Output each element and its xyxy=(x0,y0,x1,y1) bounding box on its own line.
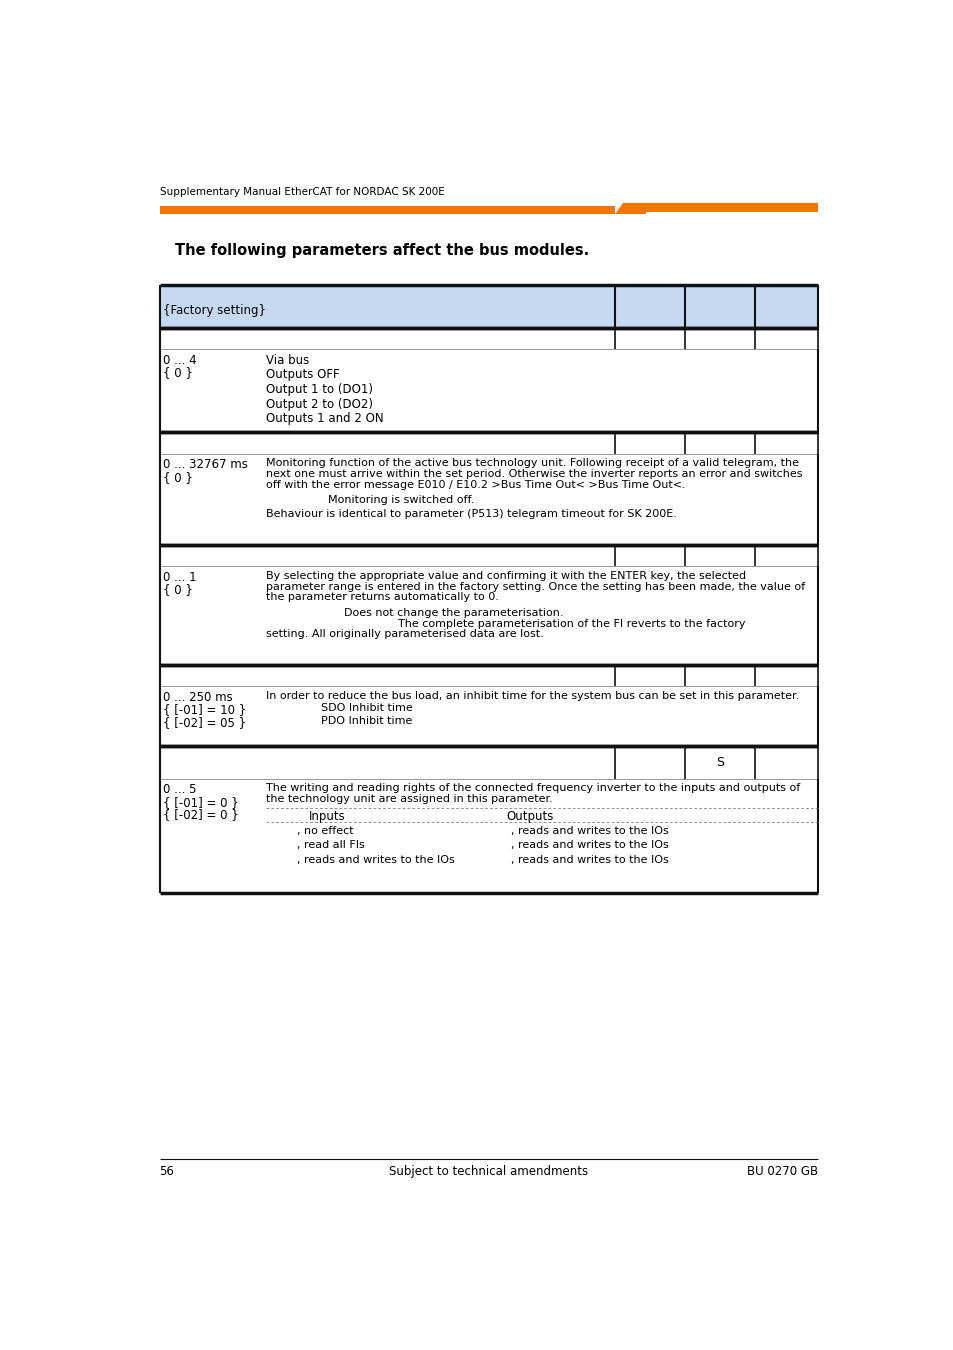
Text: , reads and writes to the IOs: , reads and writes to the IOs xyxy=(510,826,668,836)
Text: { 0 }: { 0 } xyxy=(162,583,193,597)
Text: { 0 }: { 0 } xyxy=(162,471,193,483)
Text: 0 ... 5: 0 ... 5 xyxy=(162,783,196,796)
Text: parameter range is entered in the factory setting. Once the setting has been mad: parameter range is entered in the factor… xyxy=(266,582,804,591)
Text: Behaviour is identical to parameter (P513) telegram timeout for SK 200E.: Behaviour is identical to parameter (P51… xyxy=(266,509,677,520)
Text: BU 0270 GB: BU 0270 GB xyxy=(746,1165,818,1179)
Text: In order to reduce the bus load, an inhibit time for the system bus can be set i: In order to reduce the bus load, an inhi… xyxy=(266,691,799,701)
Text: By selecting the appropriate value and confirming it with the ENTER key, the sel: By selecting the appropriate value and c… xyxy=(266,571,746,580)
Text: Monitoring is switched off.: Monitoring is switched off. xyxy=(328,495,475,505)
Text: 0 ... 4: 0 ... 4 xyxy=(162,354,196,367)
Text: setting. All originally parameterised data are lost.: setting. All originally parameterised da… xyxy=(266,629,543,640)
Text: Outputs 1 and 2 ON: Outputs 1 and 2 ON xyxy=(266,412,384,425)
Text: { 0 }: { 0 } xyxy=(162,366,193,379)
Bar xyxy=(159,207,615,215)
Text: Outputs OFF: Outputs OFF xyxy=(266,369,340,381)
Text: { [-02] = 0 }: { [-02] = 0 } xyxy=(162,809,238,821)
Text: off with the error message E010 / E10.2 >Bus Time Out< >Bus Time Out<.: off with the error message E010 / E10.2 … xyxy=(266,481,685,490)
Text: The following parameters affect the bus modules.: The following parameters affect the bus … xyxy=(174,243,589,258)
Text: , reads and writes to the IOs: , reads and writes to the IOs xyxy=(510,855,668,865)
Text: SDO Inhibit time: SDO Inhibit time xyxy=(320,703,412,713)
Bar xyxy=(159,285,818,328)
Bar xyxy=(645,202,818,212)
Text: Supplementary Manual EtherCAT for NORDAC SK 200E: Supplementary Manual EtherCAT for NORDAC… xyxy=(159,188,444,197)
Text: Via bus: Via bus xyxy=(266,354,310,367)
Text: { [-02] = 05 }: { [-02] = 05 } xyxy=(162,716,246,729)
Text: the technology unit are assigned in this parameter.: the technology unit are assigned in this… xyxy=(266,794,553,805)
Text: 0 ... 250 ms: 0 ... 250 ms xyxy=(162,691,233,703)
Text: The writing and reading rights of the connected frequency inverter to the inputs: The writing and reading rights of the co… xyxy=(266,783,800,794)
Text: { [-01] = 10 }: { [-01] = 10 } xyxy=(162,703,246,717)
Text: Output 2 to (DO2): Output 2 to (DO2) xyxy=(266,398,374,410)
Text: Does not change the parameterisation.: Does not change the parameterisation. xyxy=(344,608,563,618)
Text: 0 ... 1: 0 ... 1 xyxy=(162,571,196,583)
Text: the parameter returns automatically to 0.: the parameter returns automatically to 0… xyxy=(266,593,498,602)
Text: Outputs: Outputs xyxy=(506,810,554,824)
Text: , reads and writes to the IOs: , reads and writes to the IOs xyxy=(297,855,455,865)
Text: Inputs: Inputs xyxy=(309,810,346,824)
Text: {Factory setting}: {Factory setting} xyxy=(163,304,266,317)
Text: S: S xyxy=(715,756,723,770)
Text: PDO Inhibit time: PDO Inhibit time xyxy=(320,716,412,726)
Text: , read all FIs: , read all FIs xyxy=(297,840,365,850)
Text: , no effect: , no effect xyxy=(297,826,354,836)
Polygon shape xyxy=(615,202,645,215)
Text: , reads and writes to the IOs: , reads and writes to the IOs xyxy=(510,840,668,850)
Text: { [-01] = 0 }: { [-01] = 0 } xyxy=(162,795,238,809)
Text: Output 1 to (DO1): Output 1 to (DO1) xyxy=(266,383,374,396)
Text: Monitoring function of the active bus technology unit. Following receipt of a va: Monitoring function of the active bus te… xyxy=(266,459,799,468)
Text: Subject to technical amendments: Subject to technical amendments xyxy=(389,1165,588,1179)
Text: next one must arrive within the set period. Otherwise the inverter reports an er: next one must arrive within the set peri… xyxy=(266,470,802,479)
Text: The complete parameterisation of the FI reverts to the factory: The complete parameterisation of the FI … xyxy=(397,618,745,629)
Text: 56: 56 xyxy=(159,1165,174,1179)
Text: 0 ... 32767 ms: 0 ... 32767 ms xyxy=(162,459,247,471)
